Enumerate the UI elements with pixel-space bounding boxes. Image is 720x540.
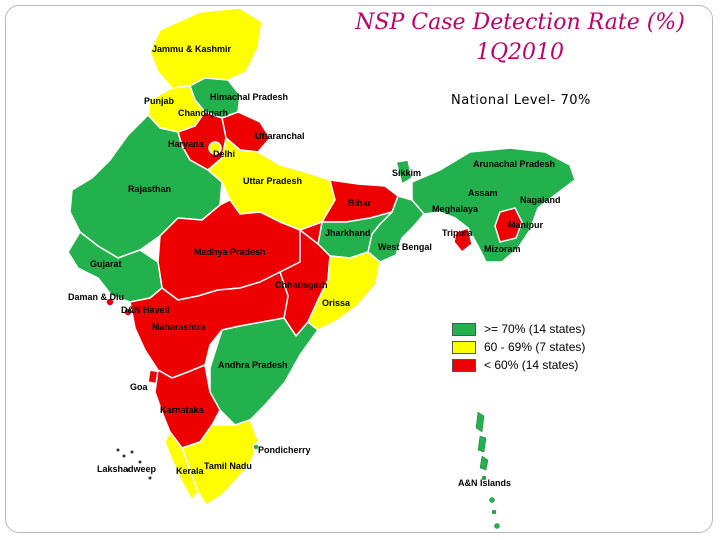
region-an-islands — [475, 411, 500, 529]
slide-frame — [5, 5, 713, 533]
label-sikkim: Sikkim — [392, 168, 421, 178]
label-assam: Assam — [468, 188, 498, 198]
label-delhi: Delhi — [213, 149, 235, 159]
title-line-2: 1Q2010 — [475, 40, 565, 65]
title-line-1: NSP Case Detection Rate (%) — [355, 10, 685, 35]
label-kerala: Kerala — [176, 466, 205, 476]
region-pondicherry — [252, 443, 260, 451]
legend-item-green: >= 70% (14 states) — [452, 320, 585, 338]
region-daman-diu — [105, 297, 115, 307]
label-jharkhand: Jharkhand — [325, 228, 371, 238]
label-maharashtra: Maharashtra — [152, 322, 207, 332]
label-karnataka: Karnataka — [160, 405, 205, 415]
legend-item-yellow: 60 - 69% (7 states) — [452, 338, 585, 356]
legend-swatch-green — [452, 322, 476, 336]
legend-swatch-yellow — [452, 340, 476, 354]
label-daman-diu: Daman & Diu — [68, 292, 124, 302]
legend-label: >= 70% (14 states) — [484, 322, 586, 336]
legend-item-red: < 60% (14 states) — [452, 356, 585, 374]
label-an-islands: A&N Islands — [458, 478, 511, 488]
map-title: NSP Case Detection Rate (%) 1Q2010 — [330, 8, 710, 68]
label-gujarat: Gujarat — [90, 259, 122, 269]
label-manipur: Manipur — [508, 220, 543, 230]
label-punjab: Punjab — [144, 96, 175, 106]
label-pondicherry: Pondicherry — [258, 445, 311, 455]
legend: >= 70% (14 states) 60 - 69% (7 states) <… — [452, 320, 585, 374]
label-meghalaya: Meghalaya — [432, 204, 479, 214]
region-andhra-pradesh — [209, 317, 319, 426]
lakshadweep-islands — [116, 448, 152, 480]
label-arunachal-pradesh: Arunachal Pradesh — [473, 159, 555, 169]
region-delhi — [208, 141, 222, 155]
label-nagaland: Nagaland — [520, 195, 561, 205]
region-manipur — [494, 207, 523, 243]
region-tripura — [453, 227, 473, 253]
label-dn-haveli: D&N Haveli — [121, 305, 170, 315]
label-lakshadweep: Lakshadweep — [97, 464, 157, 474]
label-uttar-pradesh: Uttar Pradesh — [243, 176, 302, 186]
legend-label: < 60% (14 states) — [484, 358, 579, 372]
label-rajasthan: Rajasthan — [128, 184, 171, 194]
label-bihar: Bihar — [348, 198, 372, 208]
label-west-bengal: West Bengal — [378, 242, 432, 252]
label-chhatisgarh: Chhatisgarh — [275, 280, 328, 290]
legend-swatch-red — [452, 358, 476, 372]
label-orissa: Orissa — [322, 298, 351, 308]
label-chandigarh: Chandigarh — [178, 108, 228, 118]
label-uttaranchal: Uttaranchal — [255, 131, 305, 141]
region-tamil-nadu — [181, 419, 259, 506]
label-haryana: Haryana — [168, 139, 205, 149]
label-madhya-pradesh: Madhya Pradesh — [194, 247, 266, 257]
label-andhra-pradesh: Andhra Pradesh — [218, 360, 288, 370]
label-goa: Goa — [130, 382, 148, 392]
legend-label: 60 - 69% (7 states) — [484, 340, 586, 354]
label-tamil-nadu: Tamil Nadu — [204, 461, 252, 471]
region-orissa — [307, 251, 381, 331]
region-dn-haveli — [123, 307, 133, 317]
region-sikkim — [395, 159, 413, 185]
label-tripura: Tripura — [442, 228, 474, 238]
national-level-text: National Level- 70% — [451, 93, 591, 108]
region-northeast — [411, 147, 576, 263]
label-mizoram: Mizoram — [484, 244, 521, 254]
label-jammu-kashmir: Jammu & Kashmir — [152, 44, 232, 54]
label-himachal-pradesh: Himachal Pradesh — [210, 92, 288, 102]
